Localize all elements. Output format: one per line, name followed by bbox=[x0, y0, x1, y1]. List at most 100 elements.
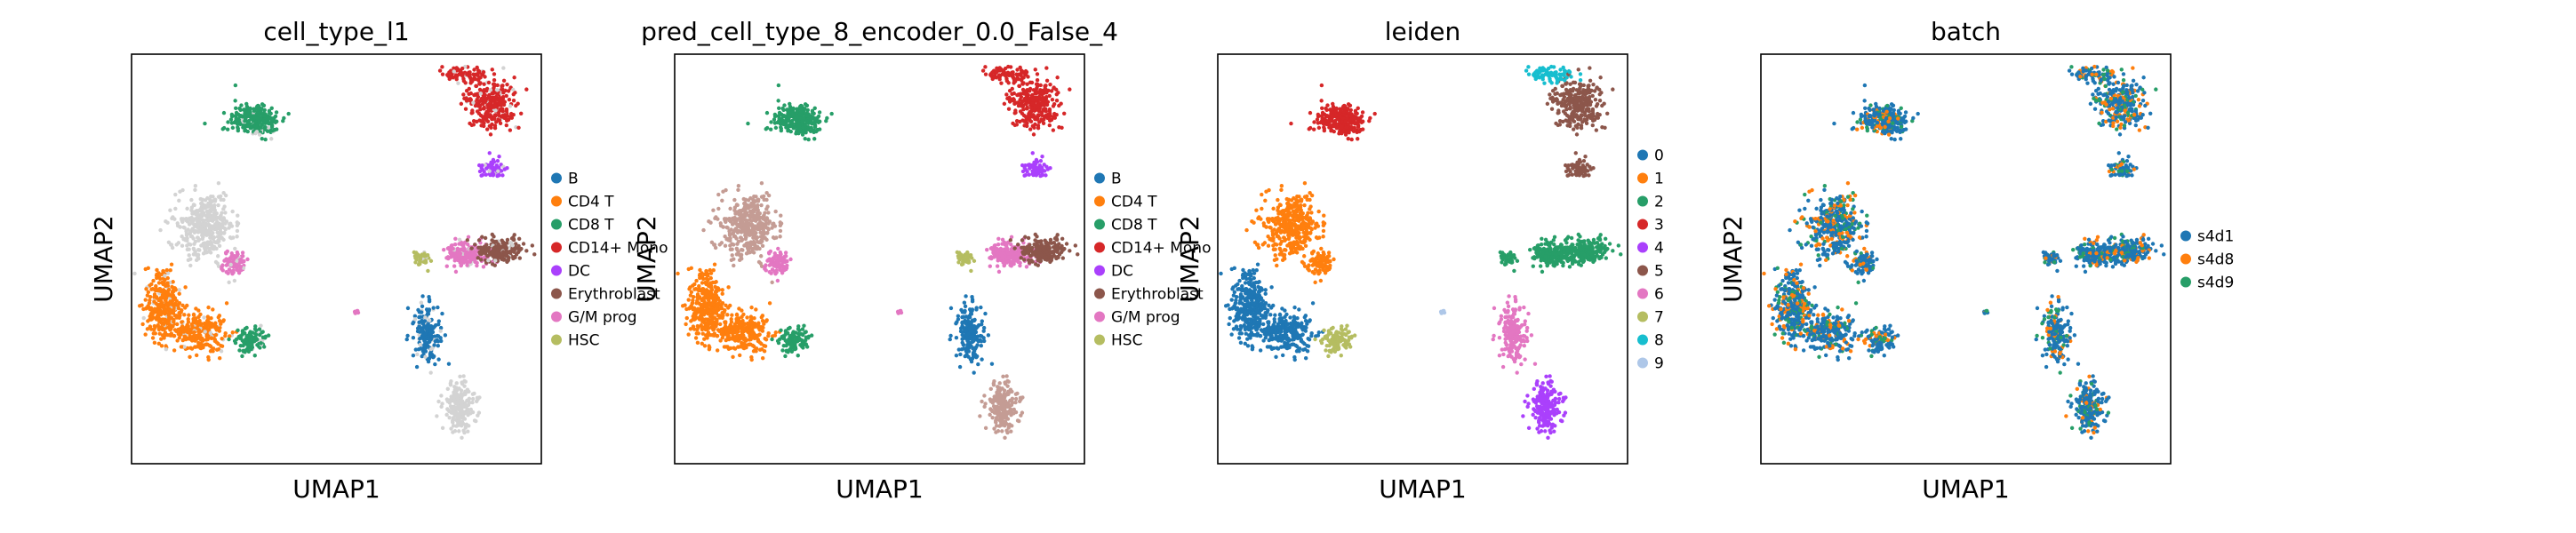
scatter-point bbox=[266, 333, 271, 338]
scatter-point bbox=[1023, 167, 1028, 172]
scatter-point bbox=[193, 187, 197, 192]
scatter-point bbox=[433, 362, 437, 367]
scatter-point bbox=[511, 256, 516, 260]
scatter-point bbox=[1025, 88, 1029, 92]
scatter-point bbox=[219, 213, 223, 219]
legend-marker bbox=[551, 195, 562, 207]
scatter-point bbox=[766, 211, 771, 215]
scatter-point bbox=[415, 352, 420, 357]
scatter-point bbox=[412, 250, 417, 255]
scatter-point bbox=[764, 231, 770, 235]
scatter-point bbox=[450, 243, 454, 248]
scatter-point bbox=[773, 330, 778, 335]
scatter-point bbox=[490, 262, 495, 266]
scatter-point bbox=[251, 338, 255, 342]
scatter-point bbox=[258, 332, 262, 338]
scatter-point bbox=[451, 430, 455, 434]
scatter-point bbox=[243, 119, 247, 123]
scatter-point bbox=[700, 281, 705, 285]
scatter-point bbox=[199, 225, 204, 229]
scatter-point bbox=[255, 109, 260, 114]
scatter-point bbox=[225, 249, 230, 254]
scatter-point bbox=[242, 259, 246, 264]
scatter-point bbox=[203, 203, 208, 208]
scatter-point bbox=[760, 243, 765, 248]
legend-label: HSC bbox=[568, 332, 599, 350]
scatter-point bbox=[463, 426, 468, 430]
scatter-point bbox=[196, 214, 200, 219]
scatter-point bbox=[684, 315, 689, 321]
scatter-point bbox=[249, 346, 253, 352]
scatter-point bbox=[493, 259, 498, 263]
scatter-point bbox=[258, 125, 262, 130]
scatter-point bbox=[245, 257, 250, 262]
scatter-point bbox=[727, 228, 732, 234]
scatter-point bbox=[797, 328, 802, 333]
scatter-point bbox=[235, 120, 240, 125]
scatter-point bbox=[516, 250, 521, 255]
scatter-point bbox=[724, 338, 729, 342]
scatter-point bbox=[219, 197, 223, 203]
scatter-point bbox=[188, 346, 193, 350]
scatter-point bbox=[164, 219, 168, 224]
scatter-point bbox=[425, 308, 430, 314]
scatter-point bbox=[1012, 246, 1017, 251]
scatter-point bbox=[498, 121, 503, 126]
scatter-point bbox=[504, 123, 508, 128]
scatter-point bbox=[217, 239, 221, 243]
scatter-point bbox=[1057, 103, 1061, 108]
scatter-point bbox=[785, 259, 789, 264]
scatter-point bbox=[808, 129, 813, 133]
scatter-point bbox=[454, 424, 460, 428]
scatter-point bbox=[804, 335, 809, 339]
scatter-point bbox=[247, 113, 252, 117]
scatter-point bbox=[779, 213, 783, 218]
scatter-point bbox=[756, 325, 761, 330]
scatter-point bbox=[451, 419, 455, 425]
scatter-point bbox=[716, 206, 721, 211]
scatter-point bbox=[1024, 107, 1029, 111]
scatter-point bbox=[732, 197, 737, 203]
scatter-point bbox=[496, 252, 500, 258]
scatter-point bbox=[445, 386, 450, 392]
legend-label: G/M prog bbox=[568, 309, 637, 327]
scatter-point bbox=[487, 245, 492, 251]
scatter-point bbox=[816, 119, 820, 123]
scatter-point bbox=[228, 262, 233, 267]
scatter-point bbox=[1054, 87, 1059, 92]
scatter-point bbox=[505, 82, 509, 87]
scatter-point bbox=[776, 340, 781, 346]
scatter-point bbox=[688, 293, 693, 298]
scatter-point bbox=[428, 259, 434, 263]
scatter-point bbox=[471, 73, 476, 77]
scatter-point bbox=[226, 271, 230, 275]
scatter-point bbox=[463, 392, 468, 397]
scatter-point bbox=[1035, 90, 1039, 94]
scatter-point bbox=[1004, 92, 1009, 97]
scatter-point bbox=[436, 305, 440, 310]
scatter-point bbox=[501, 258, 507, 262]
scatter-point bbox=[745, 219, 749, 223]
scatter-point bbox=[210, 246, 215, 251]
scatter-point bbox=[742, 225, 747, 229]
scatter-point bbox=[245, 123, 251, 129]
scatter-point bbox=[467, 389, 471, 394]
scatter-point bbox=[1041, 96, 1046, 100]
scatter-point bbox=[1044, 78, 1050, 83]
scatter-point bbox=[172, 319, 176, 324]
scatter-point bbox=[174, 243, 179, 247]
scatter-point bbox=[460, 381, 465, 386]
scatter-point bbox=[496, 165, 501, 170]
scatter-point bbox=[496, 110, 501, 115]
scatter-point bbox=[492, 123, 498, 128]
scatter-point bbox=[997, 257, 1002, 262]
scatter-point bbox=[766, 331, 771, 336]
scatter-point bbox=[496, 169, 500, 173]
scatter-point bbox=[1027, 99, 1031, 104]
scatter-point bbox=[156, 303, 161, 307]
scatter-point bbox=[168, 208, 172, 212]
scatter-point bbox=[155, 275, 159, 281]
scatter-point bbox=[1035, 72, 1040, 76]
scatter-point bbox=[137, 304, 142, 308]
scatter-point bbox=[423, 340, 428, 346]
